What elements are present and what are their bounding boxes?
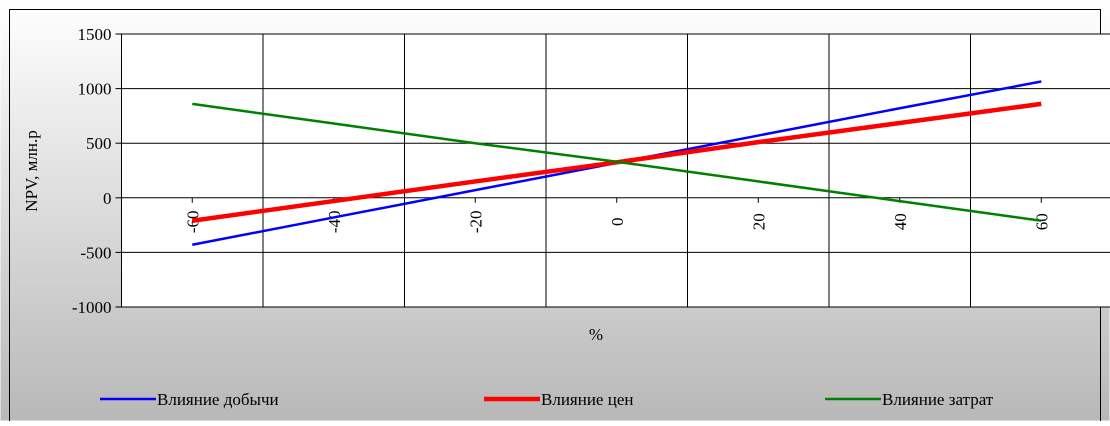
legend-label: Влияние затрат [882, 390, 994, 409]
legend-label: Влияние цен [541, 390, 633, 409]
y-tick-label: 0 [103, 189, 112, 208]
x-tick-label: -20 [466, 210, 485, 233]
x-axis-label: % [589, 325, 603, 344]
plot-area [122, 34, 1110, 307]
y-tick-label: 500 [86, 134, 112, 153]
y-tick-label: 1500 [78, 25, 112, 44]
x-tick-label: 0 [608, 218, 627, 227]
x-tick-label: 20 [749, 213, 768, 230]
legend-label: Влияние добычи [157, 390, 279, 409]
y-axis-label: NPV, млн.р [22, 130, 41, 211]
x-tick-label: 40 [891, 213, 910, 230]
y-tick-label: 1000 [78, 80, 112, 99]
y-tick-label: -1000 [72, 298, 112, 317]
x-tick-label: -40 [325, 210, 344, 233]
x-tick-label: 60 [1032, 213, 1051, 230]
y-tick-label: -500 [80, 243, 111, 262]
